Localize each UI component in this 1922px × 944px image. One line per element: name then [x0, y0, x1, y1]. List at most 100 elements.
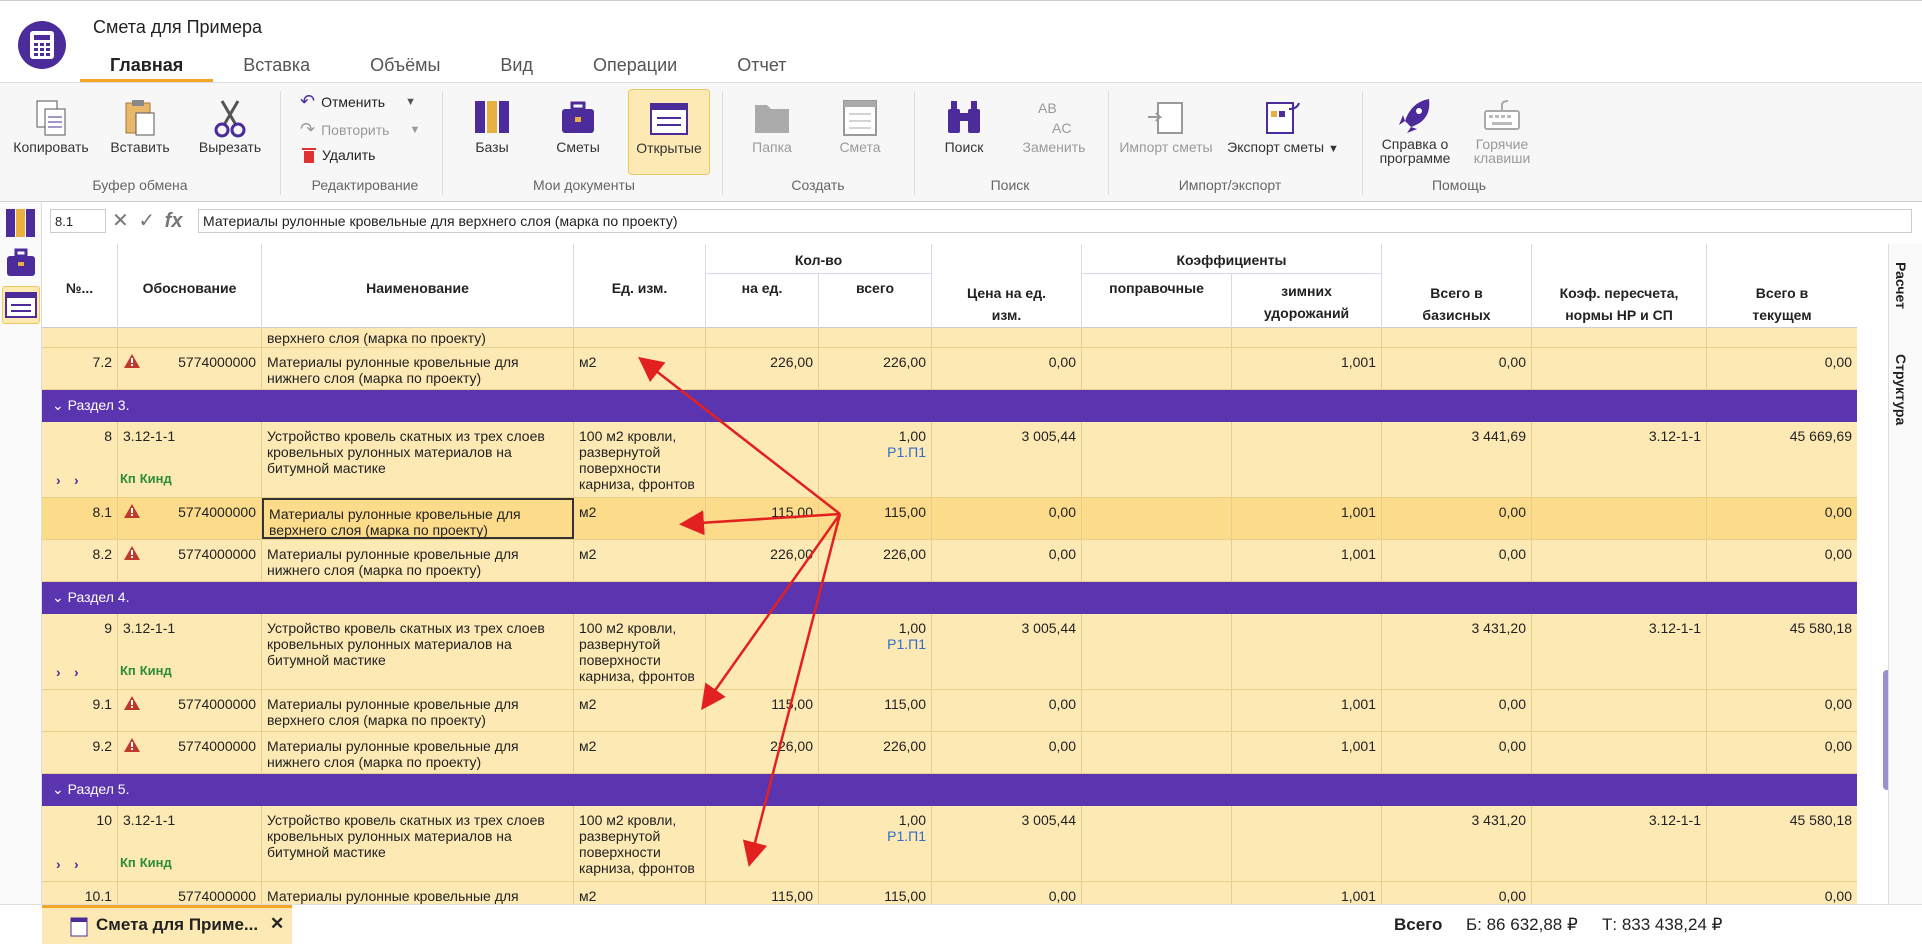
- name-cell[interactable]: Устройство кровель скатных из трех слоев…: [262, 806, 574, 881]
- price-cell[interactable]: 0,00: [932, 498, 1082, 539]
- tab-volumes[interactable]: Объёмы: [370, 55, 441, 75]
- corr-cell[interactable]: [1082, 422, 1232, 497]
- kp-marker[interactable]: Кп: [120, 471, 136, 486]
- winter-cell[interactable]: 1,001: [1232, 882, 1382, 904]
- num-cell[interactable]: 9.1: [42, 690, 118, 731]
- table-row[interactable]: 9.2 5774000000 Материалы рулонные кровел…: [42, 732, 1857, 774]
- side-tab-calc[interactable]: Расчет: [1893, 262, 1909, 309]
- winter-cell[interactable]: [1232, 806, 1382, 881]
- winter-cell[interactable]: 1,001: [1232, 540, 1382, 581]
- basis-cell[interactable]: 5774000000: [118, 882, 262, 904]
- chevron-right-icon[interactable]: ›: [56, 664, 61, 680]
- tot-cell[interactable]: 1,00 Р1.П1: [819, 806, 932, 881]
- per-cell[interactable]: [706, 806, 819, 881]
- chevron-right-icon[interactable]: ›: [74, 472, 79, 488]
- ref-link[interactable]: Р1.П1: [887, 636, 926, 652]
- base-cell[interactable]: 3 431,20: [1382, 614, 1532, 689]
- corr-cell[interactable]: [1082, 498, 1232, 539]
- unit-cell[interactable]: 100 м2 кровли, развернутой поверхности карн…: [574, 806, 706, 881]
- recalc-cell[interactable]: [1532, 348, 1707, 389]
- col-price-header[interactable]: Цена на ед. изм.: [932, 244, 1082, 328]
- per-cell[interactable]: 226,00: [706, 732, 819, 773]
- unit-cell[interactable]: 100 м2 кровли, развернутой поверхности карн…: [574, 422, 706, 497]
- formula-input[interactable]: Материалы рулонные кровельные для верхне…: [198, 209, 1912, 233]
- recalc-cell[interactable]: [1532, 540, 1707, 581]
- per-cell[interactable]: [706, 422, 819, 497]
- section-header[interactable]: ⌄ Раздел 3.: [42, 390, 1857, 422]
- name-cell-selected[interactable]: Материалы рулонные кровельные для верхнег…: [262, 498, 574, 539]
- name-cell[interactable]: Материалы рулонные кровельные для нижнего…: [262, 348, 574, 389]
- app-logo-icon[interactable]: [18, 21, 66, 69]
- chevron-down-icon[interactable]: ▼: [409, 123, 421, 136]
- col-unit-header[interactable]: Ед. изм.: [574, 244, 706, 328]
- name-cell[interactable]: Материалы рулонные кровельные для нижнего…: [262, 732, 574, 773]
- open-docs-button[interactable]: Открытые: [628, 89, 710, 175]
- bases-icon[interactable]: [4, 206, 38, 240]
- name-cell[interactable]: верхнего слоя (марка по проекту): [262, 328, 574, 347]
- estimates-button[interactable]: Сметы: [540, 97, 616, 155]
- basis-cell[interactable]: 5774000000: [118, 348, 262, 389]
- cell-reference-input[interactable]: 8.1: [50, 209, 106, 233]
- unit-cell[interactable]: м2: [574, 348, 706, 389]
- export-button[interactable]: Экспорт сметы ▼: [1222, 97, 1344, 155]
- cur-cell[interactable]: 0,00: [1824, 354, 1852, 370]
- recalc-cell[interactable]: 3.12-1-1: [1532, 806, 1707, 881]
- per-cell[interactable]: [706, 614, 819, 689]
- chevron-down-icon[interactable]: ▼: [405, 95, 416, 108]
- corr-cell[interactable]: [1082, 882, 1232, 904]
- per-cell[interactable]: 115,00: [706, 498, 819, 539]
- kind-marker[interactable]: Кинд: [139, 855, 172, 870]
- price-cell[interactable]: 0,00: [932, 690, 1082, 731]
- recalc-cell[interactable]: [1532, 498, 1707, 539]
- col-corr-header[interactable]: поправочные: [1082, 274, 1232, 328]
- table-row[interactable]: 9.1 5774000000 Материалы рулонные кровел…: [42, 690, 1857, 732]
- num-cell[interactable]: 9: [42, 614, 118, 689]
- fx-icon[interactable]: fx: [164, 210, 183, 232]
- redo-button[interactable]: ↷ Повторить ▼: [300, 119, 420, 140]
- kp-marker[interactable]: Кп: [120, 855, 136, 870]
- tab-view[interactable]: Вид: [500, 55, 533, 75]
- chevron-down-icon[interactable]: ⌄: [52, 397, 64, 413]
- col-current-header[interactable]: Всего в текущем: [1707, 244, 1857, 328]
- ref-link[interactable]: Р1.П1: [887, 828, 926, 844]
- name-cell[interactable]: Материалы рулонные кровельные для: [262, 882, 574, 904]
- chevron-down-icon[interactable]: ⌄: [52, 781, 64, 797]
- close-icon[interactable]: ✕: [270, 914, 285, 933]
- chevron-right-icon[interactable]: ›: [56, 472, 61, 488]
- recalc-cell[interactable]: [1532, 882, 1707, 904]
- basis-cell[interactable]: 3.12-1-1 Кп Кинд: [118, 422, 262, 497]
- briefcase-icon[interactable]: [4, 246, 38, 280]
- base-cell[interactable]: 0,00: [1382, 882, 1532, 904]
- num-cell[interactable]: 8.2: [42, 540, 118, 581]
- num-cell[interactable]: 9.2: [42, 732, 118, 773]
- cur-cell[interactable]: 45 669,69: [1789, 428, 1852, 444]
- table-row[interactable]: 10.1 5774000000 Материалы рулонные крове…: [42, 882, 1857, 904]
- chevron-down-icon[interactable]: ▼: [1327, 143, 1339, 155]
- section-header[interactable]: ⌄ Раздел 5.: [42, 774, 1857, 806]
- table-row[interactable]: верхнего слоя (марка по проекту): [42, 328, 1857, 348]
- price-cell[interactable]: 0,00: [932, 732, 1082, 773]
- base-cell[interactable]: 3 441,69: [1382, 422, 1532, 497]
- tab-main[interactable]: Главная: [80, 51, 214, 83]
- base-cell[interactable]: 3 431,20: [1382, 806, 1532, 881]
- unit-cell[interactable]: м2: [574, 540, 706, 581]
- cur-cell[interactable]: 0,00: [1824, 504, 1852, 520]
- winter-cell[interactable]: 1,001: [1232, 732, 1382, 773]
- basis-cell[interactable]: 3.12-1-1 Кп Кинд: [118, 614, 262, 689]
- cur-cell[interactable]: 0,00: [1824, 738, 1852, 754]
- cur-cell[interactable]: 0,00: [1824, 696, 1852, 712]
- hotkeys-button[interactable]: Горячие клавиши: [1460, 95, 1544, 165]
- col-basis-header[interactable]: Обоснование: [118, 244, 262, 328]
- corr-cell[interactable]: [1082, 732, 1232, 773]
- ref-link[interactable]: Р1.П1: [887, 444, 926, 460]
- vertical-scrollbar[interactable]: [1883, 670, 1891, 790]
- per-cell[interactable]: 115,00: [706, 690, 819, 731]
- open-docs-icon[interactable]: [2, 286, 40, 324]
- table-row[interactable]: 9 3.12-1-1 Кп Кинд Устройство кровель ска…: [42, 614, 1857, 690]
- winter-cell[interactable]: 1,001: [1232, 348, 1382, 389]
- winter-cell[interactable]: [1232, 422, 1382, 497]
- tot-cell[interactable]: 115,00: [819, 882, 932, 904]
- table-row[interactable]: 10 3.12-1-1 Кп Кинд Устройство кровель ск…: [42, 806, 1857, 882]
- section-header[interactable]: ⌄ Раздел 4.: [42, 582, 1857, 614]
- unit-cell[interactable]: м2: [574, 498, 706, 539]
